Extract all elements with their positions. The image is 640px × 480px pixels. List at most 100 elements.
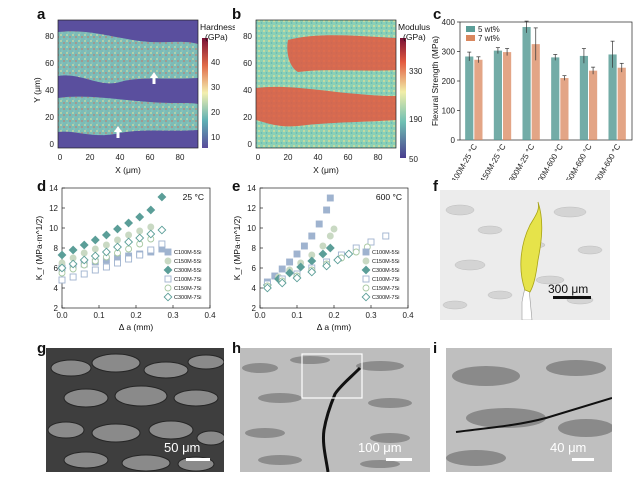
x-tick-label: 300M-600 °C: [591, 142, 623, 180]
panel-label-f: f: [433, 178, 438, 195]
modulus-y-axis: 0 20 40 60 80: [243, 32, 252, 149]
data-point-diamond: [277, 278, 287, 288]
x-axis-label: Δ a (mm): [119, 322, 154, 332]
data-point-diamond: [296, 262, 306, 272]
ct-rendering-image: 300 μm: [440, 190, 610, 320]
bar: [617, 67, 626, 140]
panel-label-a: a: [37, 6, 46, 23]
data-point-circle: [352, 248, 360, 256]
colorbar-unit: (GPa): [205, 32, 228, 42]
data-point-diamond: [361, 265, 371, 275]
series-C100M-7Si: [58, 240, 166, 284]
legend-label: 5 wt%: [478, 25, 500, 34]
colorbar-tick: 330: [409, 67, 423, 76]
data-point-circle: [319, 242, 327, 250]
data-point-circle: [91, 245, 99, 253]
y-tick-label: 4: [252, 284, 257, 293]
series-C300M-7Si: [262, 249, 354, 293]
colorbar-unit: (GPa): [403, 32, 426, 42]
bar: [551, 57, 560, 140]
legend-label: C100M-5Si: [372, 250, 400, 256]
data-point-diamond: [163, 265, 173, 275]
modulus-colorbar: [400, 38, 406, 158]
x-tick-label: 0.3: [167, 311, 179, 320]
data-point-square: [362, 248, 370, 256]
data-point-square: [125, 255, 133, 263]
y-tick-label: 6: [54, 264, 59, 273]
data-point-square: [69, 273, 77, 281]
colorbar-title: Modulus: [398, 22, 430, 32]
hardness-x-axis: 0 20 40 60 80 X (μm): [58, 153, 185, 175]
legend-label: C100M-5Si: [174, 250, 202, 256]
data-point-square: [147, 246, 155, 254]
data-point-diamond: [157, 192, 167, 202]
x-axis-label: X (μm): [115, 165, 141, 175]
x-tick: 20: [284, 153, 293, 162]
y-tick: 20: [45, 113, 54, 122]
legend-swatch: [466, 26, 475, 32]
legend-label: C150M-5Si: [372, 259, 400, 265]
y-tick-label: 2: [54, 304, 59, 313]
y-tick-label: 2: [252, 304, 257, 313]
sem-zoom-image: 40 μm: [446, 348, 612, 472]
y-tick-label: 14: [247, 184, 256, 193]
kr-curve-25c-chart: 0.0 0.1 0.2 0.3 0.4 2 4 6 8 10 12 14 Δ a (mm) K_r (MP…: [34, 184, 216, 332]
x-tick-label: 0.0: [254, 311, 266, 320]
y-tick: 60: [45, 59, 54, 68]
y-tick-label: 10: [247, 224, 256, 233]
data-point-diamond: [90, 235, 100, 245]
data-point-circle: [362, 257, 370, 265]
bar: [503, 52, 512, 141]
y-tick-label: 100: [442, 107, 456, 116]
data-point-diamond: [292, 273, 302, 283]
x-tick-label: 300M-25 °C: [507, 142, 536, 180]
data-point-square: [164, 248, 172, 256]
bar: [522, 27, 531, 140]
panel-label-e: e: [232, 178, 241, 195]
data-point-diamond: [79, 255, 89, 265]
y-tick-label: 6: [252, 264, 257, 273]
data-point-diamond: [285, 268, 295, 278]
y-tick-label: 8: [252, 244, 257, 253]
data-point-diamond: [68, 259, 78, 269]
series-C300M-7Si: [57, 225, 167, 273]
arrow-up-icon: [150, 72, 158, 78]
data-point-circle: [102, 241, 110, 249]
data-point-square: [362, 275, 370, 283]
legend-label: C100M-7Si: [174, 277, 202, 283]
sem-fracture-image: 50 μm: [46, 348, 224, 472]
data-point-diamond: [333, 255, 343, 265]
bar: [474, 59, 483, 141]
data-point-diamond: [344, 249, 354, 259]
legend-label: C150M-7Si: [372, 286, 400, 292]
y-axis-label: Y (μm): [32, 77, 42, 103]
y-tick-label: 300: [442, 48, 456, 57]
x-tick: 40: [314, 153, 323, 162]
data-point-diamond: [101, 230, 111, 240]
data-point-diamond: [135, 212, 145, 222]
x-tick: 0: [58, 153, 63, 162]
data-point-diamond: [318, 249, 328, 259]
x-tick-label: 0.4: [204, 311, 216, 320]
panel-label-d: d: [37, 178, 47, 195]
data-point-diamond: [307, 267, 317, 277]
scale-bar-label: 40 μm: [550, 440, 587, 455]
colorbar-tick: 50: [409, 155, 418, 164]
data-point-square: [278, 265, 286, 273]
colorbar-tick: 20: [211, 108, 220, 117]
y-tick-label: 12: [247, 204, 256, 213]
panel-label-i: i: [433, 340, 438, 357]
legend-label: C150M-5Si: [174, 259, 202, 265]
data-point-square: [114, 259, 121, 267]
y-tick: 20: [243, 113, 252, 122]
legend-label: C300M-5Si: [372, 268, 400, 274]
modulus-map: 0 20 40 60 80 X (μm) 0 20 40 60 80 Modul…: [243, 19, 430, 175]
data-point-diamond: [361, 292, 371, 302]
y-tick-label: 10: [49, 224, 58, 233]
x-tick: 40: [116, 153, 125, 162]
x-tick: 80: [176, 153, 185, 162]
x-tick: 60: [344, 153, 353, 162]
data-point-square: [323, 206, 331, 214]
y-tick: 60: [243, 59, 252, 68]
data-point-square: [293, 250, 301, 258]
